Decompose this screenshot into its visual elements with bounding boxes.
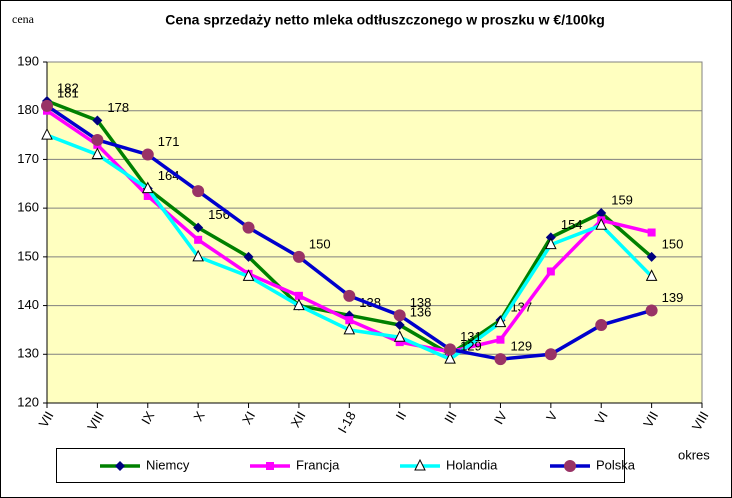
data-point [393,330,406,342]
data-point [143,191,152,200]
data-point [292,250,305,263]
y-tick-label: 130 [17,346,39,361]
x-tick-label: VII [640,409,661,430]
legend-label: Holandia [446,457,498,472]
data-label: 156 [208,207,230,222]
data-point [91,147,104,160]
data-point [444,352,456,364]
data-point [141,148,154,161]
data-point [394,320,405,331]
y-tick-label: 180 [17,102,39,117]
x-tick-label: XII [288,409,309,430]
data-point [544,348,557,361]
x-tick-label: VII [36,409,57,430]
data-point [91,133,104,146]
data-label: 178 [107,100,129,115]
data-label: 129 [460,339,482,354]
data-point [243,251,254,262]
legend-marker [115,461,125,471]
data-point [395,338,404,347]
data-point [646,251,657,262]
data-label: 129 [510,339,532,354]
data-label: 181 [57,85,79,100]
data-label: 159 [611,192,633,207]
legend [56,448,625,483]
data-point [444,343,457,356]
y-tick-label: 170 [17,151,39,166]
data-label: 150 [309,236,331,251]
legend-marker [266,462,274,470]
y-tick-label: 160 [17,200,39,215]
legend-label: Niemcy [146,457,190,472]
data-label: 154 [561,217,583,232]
y-axis-label: cena [12,12,35,26]
plot-area [46,61,703,404]
data-point [546,267,555,276]
data-point [545,237,557,250]
data-label: 138 [410,295,432,310]
y-tick-label: 140 [17,297,39,312]
data-point [242,269,255,281]
y-tick-label: 150 [17,248,39,263]
data-point [192,185,205,198]
data-point [294,291,303,300]
data-point [595,319,608,332]
data-point [494,353,507,366]
data-point [596,208,607,219]
data-point [343,322,356,335]
data-point [496,335,505,344]
data-point [545,232,556,243]
data-label: 139 [662,290,684,305]
legend-marker [564,460,576,472]
chart-title: Cena sprzedaży netto mleka odtłuszczoneg… [165,12,605,28]
y-tick-label: 190 [17,53,39,68]
data-point [647,228,656,237]
data-point [242,221,255,234]
data-point [141,181,154,194]
data-point [494,315,507,328]
data-label: 136 [410,304,432,319]
legend-label: Polska [596,457,636,472]
data-label: 171 [158,134,180,149]
data-label: 150 [662,236,684,251]
x-axis-label: okres [678,447,710,462]
data-point [193,222,204,233]
legend-marker [414,458,426,471]
data-point [645,269,658,281]
data-point [293,298,305,311]
data-point [194,235,203,244]
legend-label: Francja [296,457,340,472]
data-point [343,289,356,302]
y-tick-label: 120 [17,394,39,409]
data-point [92,115,103,126]
data-label: 182 [57,80,79,95]
data-point [393,309,406,322]
data-point [345,316,354,325]
data-point [595,218,608,230]
data-point [41,127,53,140]
data-point [645,304,658,317]
data-point [192,249,204,262]
data-point [41,99,53,112]
data-label: 131 [460,329,482,344]
